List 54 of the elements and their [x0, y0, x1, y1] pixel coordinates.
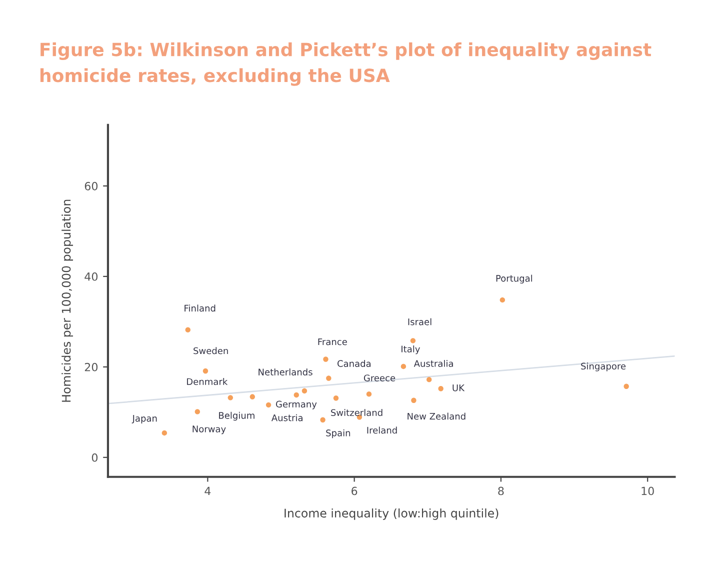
- point: [202, 368, 208, 374]
- annotation: Canada: [338, 360, 371, 367]
- point: [326, 376, 332, 381]
- annotation: Switzerland: [331, 409, 382, 416]
- point: [500, 297, 506, 303]
- annotation: Netherlands: [258, 368, 312, 376]
- annotation: Germany: [276, 400, 317, 410]
- annotation: Italy: [402, 345, 420, 354]
- x-tick-label: 10: [642, 486, 654, 496]
- point: [400, 364, 406, 370]
- annotation: Norway: [192, 426, 226, 434]
- point: [250, 394, 256, 400]
- annotation: Australia: [414, 360, 453, 367]
- annotation: New Zealand: [408, 412, 466, 420]
- annotation: Singapore: [581, 362, 626, 372]
- annotation: Denmark: [187, 378, 228, 386]
- annotation: Greece: [364, 374, 396, 382]
- y-tick-label: 0: [92, 453, 98, 462]
- y-tick-label: 40: [84, 272, 98, 281]
- x-tick-label: 8: [498, 486, 504, 496]
- point: [411, 398, 416, 403]
- annotation: Portugal: [496, 274, 532, 284]
- x-tick-label: 4: [204, 486, 211, 496]
- chart-title: Figure 5b: Wilkinson and Pickett’s plot of inequality against homicide rates, excluding the USA: [40, 42, 652, 86]
- point: [624, 384, 629, 389]
- annotation: UK: [452, 384, 465, 392]
- point: [320, 417, 326, 422]
- point: [333, 396, 339, 401]
- point: [162, 430, 168, 436]
- point: [185, 327, 190, 332]
- annotation: Sweden: [194, 347, 228, 354]
- y-tick-label: 20: [84, 362, 98, 372]
- annotation: Israel: [408, 318, 432, 326]
- point: [410, 338, 416, 344]
- annotation: Japan: [132, 414, 157, 424]
- point: [366, 391, 372, 397]
- annotation: Finland: [184, 304, 216, 312]
- annotation: France: [318, 338, 347, 346]
- annotation: Ireland: [367, 426, 397, 434]
- y-axis-title: Homicides per 100,000 population: [62, 200, 73, 402]
- annotation: Austria: [271, 414, 302, 422]
- point: [323, 356, 328, 362]
- annotation: Belgium: [219, 412, 254, 421]
- y-tick-label: 60: [84, 182, 98, 190]
- annotation: Spain: [326, 429, 350, 438]
- point: [294, 392, 299, 398]
- point: [438, 386, 444, 392]
- point: [302, 388, 308, 394]
- point: [266, 402, 272, 408]
- x-tick-label: 6: [352, 486, 358, 496]
- point: [228, 395, 234, 400]
- x-axis-title: Income inequality (low:high quintile): [284, 508, 498, 520]
- point: [194, 409, 200, 414]
- point: [426, 376, 432, 382]
